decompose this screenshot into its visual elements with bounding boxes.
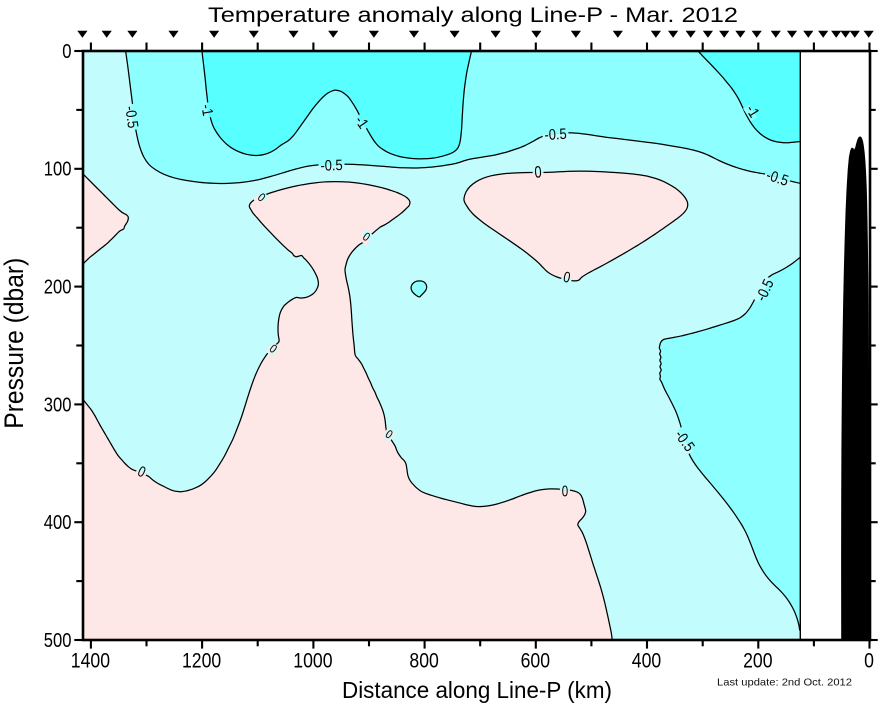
svg-text:100: 100 [44, 157, 72, 180]
svg-text:-0.5: -0.5 [764, 166, 791, 189]
svg-text:1200: 1200 [182, 649, 221, 673]
svg-text:200: 200 [743, 649, 773, 673]
svg-text:Last update: 2nd Oct. 2012: Last update: 2nd Oct. 2012 [717, 677, 852, 689]
svg-text:1400: 1400 [71, 649, 110, 673]
svg-text:-0.5: -0.5 [544, 125, 567, 143]
svg-text:Temperature anomaly along Line: Temperature anomaly along Line-P - Mar. … [208, 4, 738, 27]
svg-text:Pressure (dbar): Pressure (dbar) [0, 258, 29, 429]
svg-text:-1: -1 [198, 103, 217, 117]
svg-text:0: 0 [864, 649, 874, 673]
svg-text:0: 0 [534, 164, 542, 182]
svg-text:600: 600 [521, 649, 551, 673]
svg-text:0: 0 [62, 39, 71, 62]
svg-text:-0.5: -0.5 [320, 156, 343, 174]
svg-text:800: 800 [409, 649, 439, 673]
svg-text:500: 500 [44, 628, 72, 651]
svg-text:1000: 1000 [293, 649, 332, 673]
svg-text:0: 0 [562, 481, 569, 499]
svg-text:Distance along Line-P (km): Distance along Line-P (km) [342, 677, 612, 703]
svg-text:0: 0 [562, 269, 572, 287]
svg-text:300: 300 [44, 393, 72, 416]
svg-text:-0.5: -0.5 [122, 105, 142, 130]
svg-text:400: 400 [44, 510, 72, 533]
svg-text:400: 400 [632, 649, 662, 673]
svg-text:200: 200 [44, 275, 72, 298]
